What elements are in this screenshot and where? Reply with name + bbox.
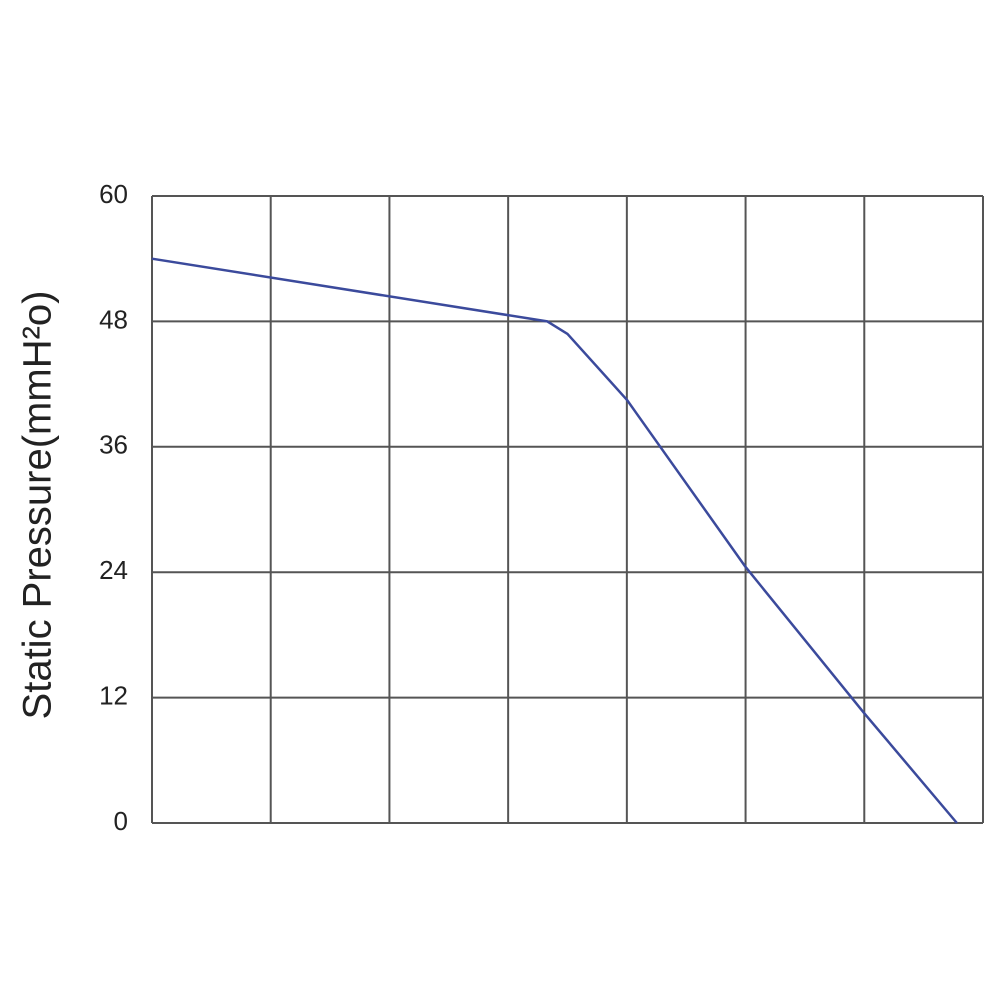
y-tick-label: 0: [114, 806, 128, 836]
y-tick-label: 60: [99, 179, 128, 209]
y-tick-label: 24: [99, 555, 128, 585]
y-axis-label: Static Pressure(mmH²o): [16, 291, 60, 720]
y-tick-label: 36: [99, 430, 128, 460]
y-tick-label: 12: [99, 680, 128, 710]
y-tick-label: 48: [99, 304, 128, 334]
data-line: [151, 257, 958, 824]
